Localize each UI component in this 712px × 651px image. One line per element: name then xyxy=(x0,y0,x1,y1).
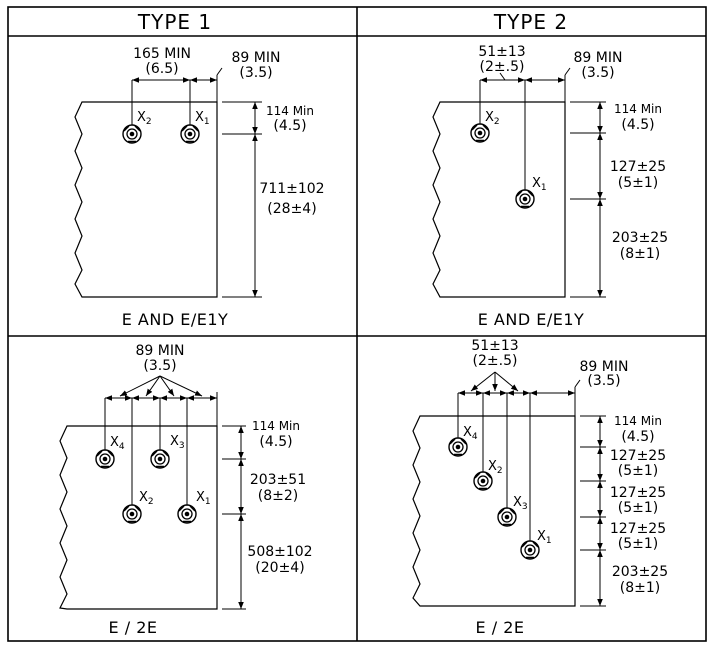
dim-edge-mm: 89 MIN xyxy=(232,50,281,66)
dim-top-in: (4.5) xyxy=(259,434,292,450)
dim-spacing-in: (3.5) xyxy=(143,358,176,374)
dim-top-mm: 114 Min xyxy=(614,414,662,428)
dim-spacing-in: (2±.5) xyxy=(480,59,525,75)
dim-spacing-mm: 51±13 xyxy=(478,44,525,60)
dim-top-in: (4.5) xyxy=(273,118,306,134)
door-outline xyxy=(432,101,566,298)
door-outline xyxy=(412,415,576,607)
latch-x2-icon xyxy=(470,123,490,143)
caption: E / 2E xyxy=(476,618,525,637)
label-x4: X4 xyxy=(463,425,478,442)
door-outline xyxy=(74,101,218,298)
dim-bottom-in: (8±1) xyxy=(620,246,660,262)
label-x3: X3 xyxy=(513,495,528,512)
label-x3: X3 xyxy=(170,434,185,451)
panel-type1-e-2e: X4 X3 X2 X1 89 MIN (3.5) 114 Min (4.5) 2… xyxy=(59,343,313,637)
dim-top-mm: 114 Min xyxy=(266,104,314,118)
label-x1: X1 xyxy=(195,110,210,127)
latch-x1-icon xyxy=(515,189,535,209)
dim-mid-mm: 203±51 xyxy=(250,472,306,488)
dim-mid-in: (8±2) xyxy=(258,488,298,504)
header-type-2: TYPE 2 xyxy=(493,10,568,34)
latch-x3-icon xyxy=(150,449,170,469)
latch-x2-icon xyxy=(122,504,142,524)
label-x4: X4 xyxy=(110,435,125,452)
header-type-1: TYPE 1 xyxy=(137,10,212,34)
caption: E / 2E xyxy=(109,618,158,637)
dim-bottom-mm: 508±102 xyxy=(247,544,312,560)
label-x1: X1 xyxy=(532,176,547,193)
dim-edge-in: (3.5) xyxy=(581,65,614,81)
dim-bottom-mm: 203±25 xyxy=(612,230,668,246)
dim-edge-in: (3.5) xyxy=(587,373,620,389)
panel-type2-e-e1y: X2 X1 51±13 (2±.5) 89 MIN (3.5) 114 Min … xyxy=(432,44,668,329)
dim-top-in: (4.5) xyxy=(621,429,654,445)
door-outline xyxy=(59,425,218,610)
latch-x1-icon xyxy=(177,504,197,524)
dim-spacing-in: (2±.5) xyxy=(473,353,518,369)
dim-spacing-mm: 51±13 xyxy=(471,338,518,354)
panel-type2-e-2e: X4 X2 X3 X1 51±13 (2±.5) 89 MIN (3.5) 11… xyxy=(412,338,668,637)
dim-spacing-in: (6.5) xyxy=(145,61,178,77)
latch-x1-icon xyxy=(180,124,200,144)
dim-s1-mm: 127±25 xyxy=(610,448,666,464)
dim-s2-mm: 127±25 xyxy=(610,485,666,501)
dim-bottom-mm: 203±25 xyxy=(612,564,668,580)
dim-edge-in: (3.5) xyxy=(239,65,272,81)
latch-x2-icon xyxy=(122,124,142,144)
dim-mid-in: (5±1) xyxy=(618,175,658,191)
dim-s2-in: (5±1) xyxy=(618,500,658,516)
label-x2: X2 xyxy=(139,490,154,507)
label-x2: X2 xyxy=(137,110,152,127)
dim-s1-in: (5±1) xyxy=(618,463,658,479)
dim-top-in: (4.5) xyxy=(621,117,654,133)
dim-bottom-in: (8±1) xyxy=(620,580,660,596)
dim-mid-mm: 127±25 xyxy=(610,159,666,175)
dim-spacing-mm: 165 MIN xyxy=(133,46,191,62)
dim-bottom-in: (20±4) xyxy=(255,560,304,576)
label-x2: X2 xyxy=(488,459,503,476)
dim-bottom-mm: 711±102 xyxy=(259,181,324,197)
dim-bottom-in: (28±4) xyxy=(267,201,316,217)
dim-top-mm: 114 Min xyxy=(252,419,300,433)
dim-top-mm: 114 Min xyxy=(614,102,662,116)
dim-s3-mm: 127±25 xyxy=(610,521,666,537)
caption: E AND E/E1Y xyxy=(478,310,585,329)
dim-s3-in: (5±1) xyxy=(618,536,658,552)
label-x1: X1 xyxy=(196,490,211,507)
latch-x4-icon xyxy=(95,449,115,469)
label-x2: X2 xyxy=(485,110,500,127)
outer-frame xyxy=(7,6,707,642)
panel-type1-e-e1y: X2 X1 165 MIN (6.5) 89 MIN (3.5) 114 Min… xyxy=(74,46,325,329)
label-x1: X1 xyxy=(537,529,552,546)
dim-edge-mm: 89 MIN xyxy=(574,50,623,66)
caption: E AND E/E1Y xyxy=(122,310,229,329)
latch-x4-icon xyxy=(448,437,468,457)
latch-x2-icon xyxy=(473,471,493,491)
dim-spacing-mm: 89 MIN xyxy=(136,343,185,359)
dim-edge-mm: 89 MIN xyxy=(580,359,629,375)
latch-x3-icon xyxy=(497,507,517,527)
